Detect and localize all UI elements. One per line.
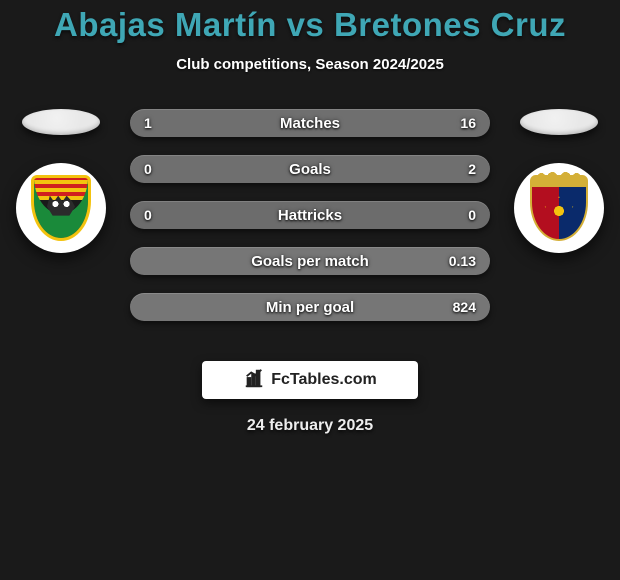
stat-label: Hattricks (278, 207, 342, 224)
stat-value-right: 16 (460, 115, 476, 131)
brand-text: FcTables.com (271, 371, 377, 389)
subtitle: Club competitions, Season 2024/2025 (0, 56, 620, 73)
club-badge-left (16, 163, 106, 253)
brand-box[interactable]: FcTables.com (202, 361, 418, 399)
osasuna-crest-icon (530, 175, 588, 241)
brand-chart-icon (243, 367, 265, 394)
stat-value-right: 0 (468, 207, 476, 223)
comparison-card: Abajas Martín vs Bretones Cruz Club comp… (0, 0, 620, 580)
country-flag-left (22, 109, 100, 135)
stats-list: 1 Matches 16 0 Goals 2 0 Hattricks 0 Goals per ma… (130, 109, 490, 321)
stat-label: Min per goal (266, 299, 354, 316)
stat-value-right: 0.13 (449, 253, 476, 269)
stat-value-right: 824 (453, 299, 476, 315)
stat-label: Matches (280, 115, 340, 132)
stat-value-right: 2 (468, 161, 476, 177)
player-right-column (504, 109, 614, 253)
snapshot-date: 24 february 2025 (0, 417, 620, 435)
stat-row: 0 Goals 2 (130, 155, 490, 183)
stat-row: 1 Matches 16 (130, 109, 490, 137)
stat-label: Goals per match (251, 253, 369, 270)
stat-row: 0 Hattricks 0 (130, 201, 490, 229)
comparison-main: 1 Matches 16 0 Goals 2 0 Hattricks 0 Goals per ma… (0, 109, 620, 339)
stat-value-left: 1 (144, 115, 152, 131)
stat-row: Min per goal 824 (130, 293, 490, 321)
player-left-column (6, 109, 116, 253)
valencia-crest-icon (31, 175, 91, 241)
club-badge-right (514, 163, 604, 253)
page-title: Abajas Martín vs Bretones Cruz (0, 6, 620, 44)
stat-label: Goals (289, 161, 331, 178)
stat-value-left: 0 (144, 161, 152, 177)
stat-row: Goals per match 0.13 (130, 247, 490, 275)
country-flag-right (520, 109, 598, 135)
stat-value-left: 0 (144, 207, 152, 223)
